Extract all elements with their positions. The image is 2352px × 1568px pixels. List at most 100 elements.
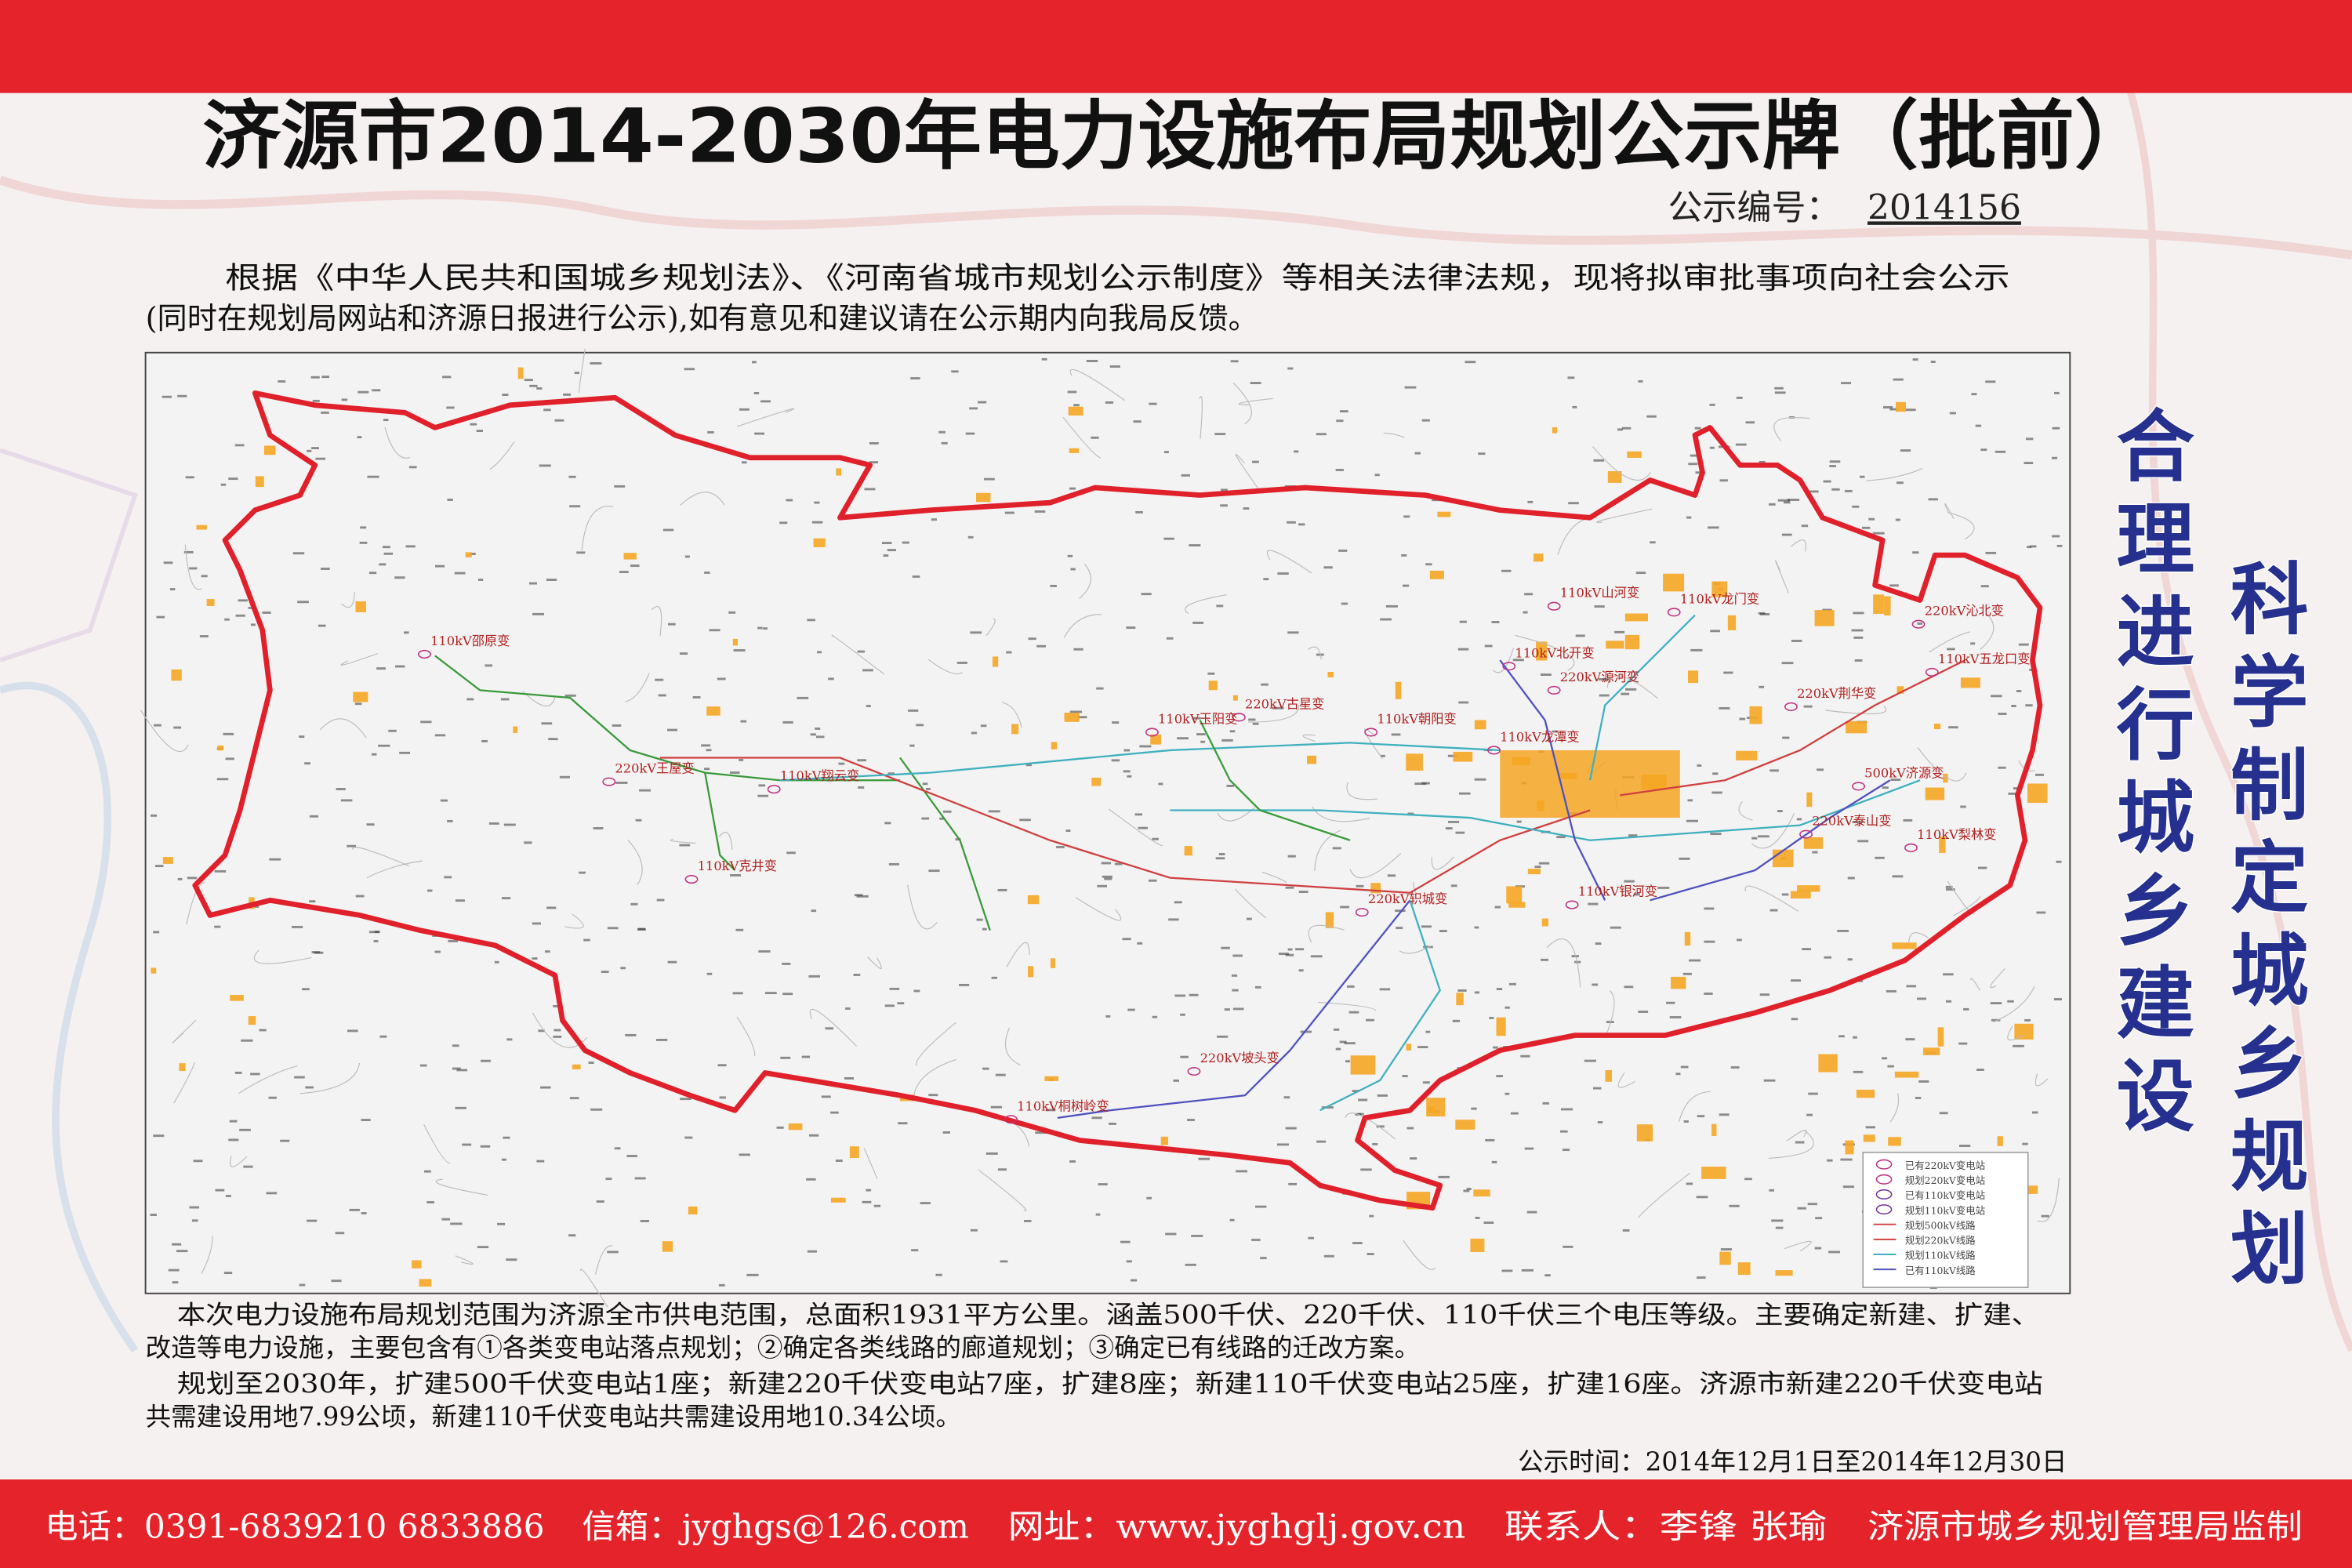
- village-mark: [830, 1111, 839, 1114]
- village-mark: [361, 1212, 367, 1214]
- road: [579, 1269, 608, 1308]
- village-mark: [810, 733, 816, 736]
- village-mark: [1598, 678, 1610, 681]
- village-mark: [1875, 856, 1885, 859]
- village-mark: [1504, 1092, 1510, 1095]
- village-mark: [379, 1035, 387, 1038]
- village-mark: [1841, 382, 1852, 385]
- road: [1889, 1093, 1900, 1123]
- road: [1606, 990, 1615, 1033]
- village-mark: [1180, 1055, 1189, 1058]
- village-mark: [1847, 877, 1855, 880]
- road: [384, 426, 411, 459]
- urban-patch: [1925, 787, 1945, 800]
- village-mark: [399, 751, 411, 754]
- village-mark: [1709, 403, 1715, 406]
- village-mark: [2053, 998, 2062, 1000]
- village-mark: [1534, 866, 1541, 869]
- village-mark: [825, 1027, 833, 1030]
- road: [863, 1148, 878, 1179]
- urban-patch: [1406, 753, 1423, 771]
- village-mark: [928, 1094, 938, 1097]
- village-mark: [426, 1201, 434, 1203]
- village-mark: [1471, 1107, 1477, 1110]
- village-mark: [1288, 1182, 1298, 1185]
- village-mark: [782, 962, 791, 965]
- village-mark: [1333, 1028, 1340, 1031]
- road: [341, 592, 355, 608]
- village-mark: [1035, 1131, 1047, 1134]
- village-mark: [1774, 387, 1784, 390]
- road: [1075, 897, 1122, 921]
- village-mark: [1098, 1183, 1108, 1186]
- village-mark: [154, 865, 164, 868]
- village-mark: [1552, 730, 1558, 733]
- village-mark: [931, 518, 937, 521]
- village-mark: [1243, 507, 1250, 510]
- village-mark: [408, 466, 417, 469]
- village-mark: [1298, 891, 1308, 894]
- village-mark: [815, 735, 825, 739]
- urban-patch: [1624, 634, 1640, 650]
- village-mark: [494, 960, 499, 964]
- urban-patch: [206, 599, 215, 606]
- village-mark: [779, 521, 788, 524]
- station-label: 110kV山河变: [1560, 586, 1639, 601]
- village-mark: [1736, 396, 1743, 399]
- village-mark: [1272, 706, 1284, 710]
- village-mark: [739, 759, 744, 761]
- village-mark: [1067, 390, 1077, 394]
- village-mark: [1295, 948, 1305, 951]
- village-mark: [292, 552, 305, 555]
- village-mark: [1404, 386, 1417, 389]
- village-mark: [1168, 918, 1179, 921]
- village-mark: [315, 457, 326, 460]
- village-mark: [529, 384, 538, 387]
- urban-patch: [1496, 1017, 1506, 1036]
- description-line: 共需建设用地7.99公顷，新建110千伏变电站共需建设用地10.34公顷。: [146, 1402, 961, 1432]
- station-icon: [1565, 900, 1579, 909]
- village-mark: [382, 546, 390, 549]
- village-mark: [169, 588, 176, 590]
- village-mark: [913, 989, 920, 993]
- road: [579, 348, 586, 394]
- village-mark: [1614, 630, 1625, 633]
- road: [522, 691, 556, 707]
- village-mark: [1853, 636, 1864, 639]
- urban-patch: [1350, 1055, 1376, 1075]
- city-center: [1500, 750, 1680, 818]
- station-labels: 110kV山河变 110kV龙门变 220kV沁北变 110kV北开变 110kV五龙口…: [418, 586, 2031, 1124]
- village-mark: [1310, 955, 1323, 958]
- village-mark: [1019, 818, 1031, 822]
- urban-patch: [179, 1063, 186, 1072]
- village-mark: [1250, 382, 1261, 384]
- village-mark: [1852, 820, 1864, 823]
- road: [1403, 1240, 1436, 1270]
- village-mark: [1447, 754, 1458, 757]
- village-mark: [2030, 545, 2037, 548]
- village-mark: [1102, 875, 1112, 878]
- urban-patch: [1607, 471, 1622, 483]
- village-mark: [1374, 474, 1380, 477]
- village-mark: [1493, 1046, 1498, 1049]
- urban-patch: [1684, 931, 1691, 946]
- road: [809, 1008, 857, 1047]
- station-icon: [602, 777, 616, 786]
- village-mark: [1478, 452, 1486, 456]
- village-mark: [539, 464, 551, 467]
- village-mark: [1339, 1040, 1347, 1044]
- urban-patch: [1719, 1251, 1731, 1265]
- road: [1944, 503, 1955, 520]
- village-mark: [1690, 648, 1703, 652]
- village-mark: [902, 541, 909, 544]
- village-mark: [1133, 420, 1142, 423]
- legend-label: 规划220kV线路: [1905, 1235, 1976, 1247]
- village-mark: [1947, 648, 1955, 651]
- station-icon: [1364, 728, 1378, 737]
- village-mark: [857, 650, 866, 653]
- village-mark: [1696, 1196, 1708, 1199]
- village-mark: [546, 579, 557, 581]
- village-mark: [1221, 488, 1228, 492]
- village-mark: [828, 677, 834, 681]
- village-mark: [1829, 460, 1841, 463]
